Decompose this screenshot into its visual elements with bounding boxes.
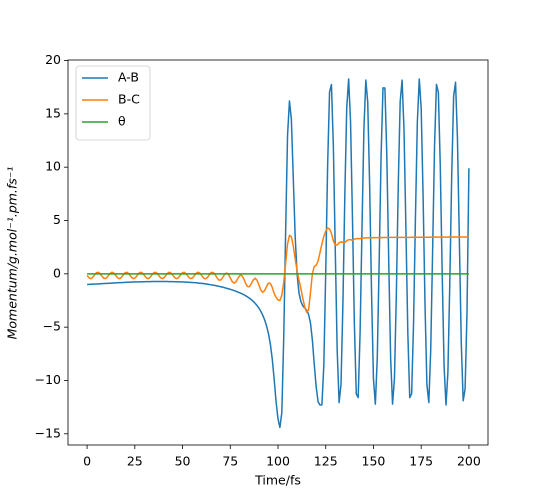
- x-tick-label: 50: [175, 454, 191, 469]
- x-tick-label: 0: [83, 454, 91, 469]
- y-tick-label: 10: [45, 159, 61, 174]
- plot-frame: [67, 59, 489, 446]
- x-axis-label: Time/fs: [254, 473, 301, 488]
- legend-label: A-B: [118, 70, 139, 85]
- y-axis-label: Momentum/g.mol⁻¹.pm.fs⁻¹: [5, 167, 20, 340]
- legend-label: θ: [118, 114, 126, 129]
- data-line: [86, 227, 469, 313]
- x-tick-label: 100: [266, 454, 290, 469]
- y-tick-label: 20: [45, 52, 61, 67]
- x-tick-label: 25: [127, 454, 143, 469]
- y-tick-label: −5: [43, 319, 61, 334]
- x-tick-label: 200: [457, 454, 481, 469]
- x-tick-label: 125: [314, 454, 338, 469]
- x-tick-label: 175: [409, 454, 433, 469]
- x-tick-label: 150: [362, 454, 386, 469]
- y-tick-label: 5: [53, 212, 61, 227]
- y-tick-label: −15: [35, 425, 61, 440]
- y-tick-label: −10: [35, 372, 61, 387]
- y-tick-label: 15: [45, 105, 61, 120]
- legend-label: B-C: [118, 92, 140, 107]
- y-tick-label: 0: [53, 265, 61, 280]
- x-tick-label: 75: [222, 454, 238, 469]
- data-line: [87, 78, 470, 429]
